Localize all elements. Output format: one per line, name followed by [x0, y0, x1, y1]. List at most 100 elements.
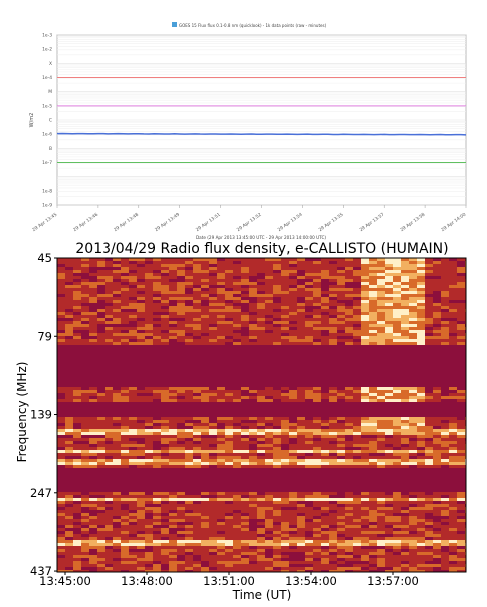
spectrogram-cell — [177, 303, 185, 306]
goes-threshold-lines — [57, 77, 466, 163]
spectrogram-cell — [113, 519, 121, 522]
goes-legend[interactable]: GOES 15 Flux flux 0.1-0.8 nm (quicklook)… — [172, 22, 327, 28]
spectrogram-cell — [321, 330, 329, 333]
spectrogram-cell — [265, 300, 273, 303]
spectrogram-cell — [401, 306, 409, 309]
spectrogram-cell — [417, 330, 425, 333]
spectrogram-cell — [137, 564, 145, 567]
spectrogram-cell — [281, 282, 289, 285]
spectrogram-cell — [201, 426, 209, 429]
spectrogram-cell — [153, 426, 161, 429]
spectrogram-cell — [361, 291, 369, 294]
spectrogram-cell — [361, 423, 369, 426]
spectrogram-cell — [273, 333, 281, 336]
spectrogram-cell — [129, 399, 137, 402]
spectrogram-cell — [449, 459, 457, 462]
spectrogram-cell — [169, 294, 177, 297]
spectrogram-cell — [361, 522, 369, 525]
spectrogram-cell — [137, 567, 145, 570]
spectrogram-cell — [361, 324, 369, 327]
spectrogram-cell — [225, 267, 233, 270]
spectrogram-cell — [337, 261, 345, 264]
spectrogram-cell — [393, 429, 401, 432]
spectrogram-cell — [81, 513, 89, 516]
spectrogram-cell — [185, 453, 193, 456]
spectrogram-cell — [241, 435, 249, 438]
spectrogram-cell — [265, 321, 273, 324]
spectrogram-cell — [305, 285, 313, 288]
spectrogram-cell — [73, 510, 81, 513]
spectrogram-cell — [377, 525, 385, 528]
spectrogram-cell — [337, 276, 345, 279]
spectrogram-cell — [449, 555, 457, 558]
spectrogram-cell — [361, 525, 369, 528]
spectrogram-cell — [369, 543, 377, 546]
spectrogram-cell — [273, 537, 281, 540]
spectrogram-cell — [441, 552, 449, 555]
spectrogram-cell — [377, 333, 385, 336]
spectrogram-cell — [401, 435, 409, 438]
spectrogram-cell — [289, 336, 297, 339]
spectrogram-cell — [417, 309, 425, 312]
spectrogram-cell — [353, 456, 361, 459]
spectrogram-cell — [137, 297, 145, 300]
spectrogram-cell — [393, 282, 401, 285]
spectrogram-cell — [257, 273, 265, 276]
spectrogram-cell — [185, 339, 193, 342]
spectrogram-cell — [241, 282, 249, 285]
spectrogram-cell — [153, 537, 161, 540]
spectrogram-cell — [441, 441, 449, 444]
spectrogram-cell — [177, 564, 185, 567]
spectrogram-cell — [361, 420, 369, 423]
spectrogram-cell — [129, 417, 137, 420]
spectrogram-cell — [369, 492, 377, 495]
spectrogram-cell — [321, 300, 329, 303]
spectrogram-cell — [89, 309, 97, 312]
spectrogram-cell — [385, 501, 393, 504]
spectrogram-cell — [145, 282, 153, 285]
spectrogram-cell — [337, 534, 345, 537]
spectrogram-cell — [393, 504, 401, 507]
spectrogram-cell — [113, 561, 121, 564]
spectrogram-cell — [121, 321, 129, 324]
spectrogram-cell — [225, 492, 233, 495]
spectrogram-cell — [401, 507, 409, 510]
spectrogram-cell — [393, 309, 401, 312]
spectrogram-cell — [457, 501, 465, 504]
spectrogram-cell — [193, 507, 201, 510]
spectrogram-cell — [161, 432, 169, 435]
spectrogram-cell — [169, 315, 177, 318]
spectrogram-cell — [401, 498, 409, 501]
spectrogram-cell — [73, 441, 81, 444]
spectrogram-cell — [113, 324, 121, 327]
spectrogram-cell — [137, 417, 145, 420]
spectrogram-cell — [185, 444, 193, 447]
spectrogram-cell — [113, 450, 121, 453]
spectrogram-cell — [441, 570, 449, 572]
spectrogram-cell — [89, 417, 97, 420]
spectrogram-cell — [329, 336, 337, 339]
spectrogram-cell — [57, 564, 65, 567]
spectrogram-cell — [217, 543, 225, 546]
spectrogram-cell — [57, 285, 65, 288]
spectrogram-cell — [433, 423, 441, 426]
spectrogram-cell — [225, 300, 233, 303]
spectrogram-cell — [305, 339, 313, 342]
spectrogram-cell — [433, 276, 441, 279]
spectrogram-cell — [257, 387, 265, 390]
spectrogram-cell — [201, 447, 209, 450]
spectrogram-cell — [201, 291, 209, 294]
spectrogram-cell — [241, 549, 249, 552]
spectrogram-cell — [369, 294, 377, 297]
spectrogram-cell — [273, 501, 281, 504]
spectrogram-cell — [393, 558, 401, 561]
spectrogram-cell — [289, 552, 297, 555]
spectrogram-cell — [449, 426, 457, 429]
spectrogram-cell — [449, 294, 457, 297]
spectrogram-cell — [105, 309, 113, 312]
spectrogram-cell — [385, 561, 393, 564]
spectrogram-cell — [313, 393, 321, 396]
spectrogram-cell — [417, 540, 425, 543]
spectrogram-cell — [225, 282, 233, 285]
spectrogram-cell — [153, 534, 161, 537]
